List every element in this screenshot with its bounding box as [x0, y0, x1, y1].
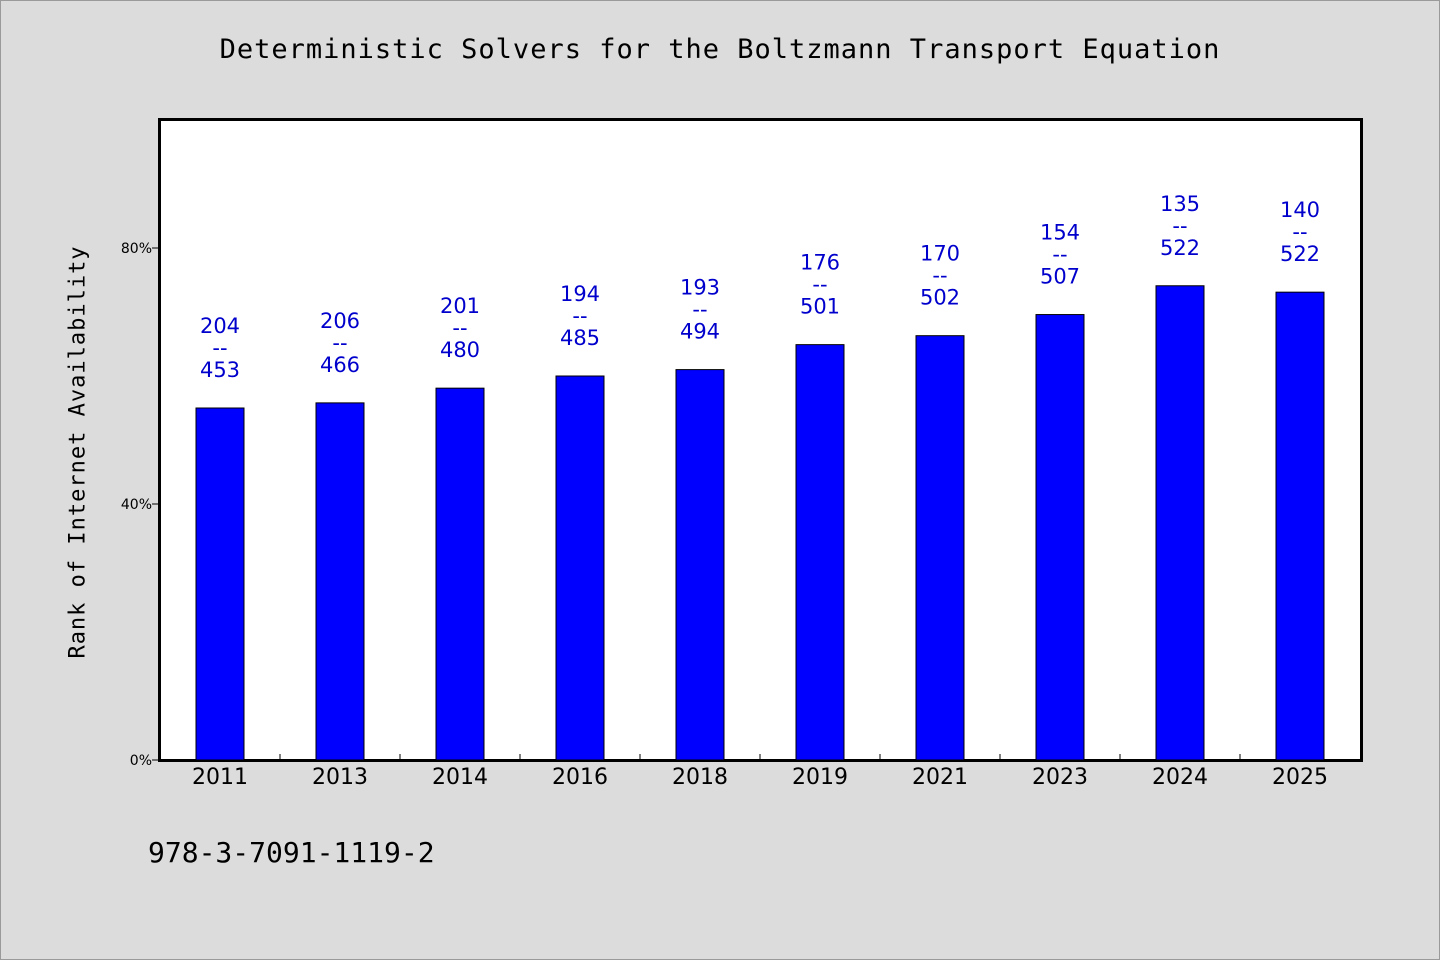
bar-2023 [1035, 314, 1085, 761]
data-label-sep-2024: -- [1172, 214, 1187, 238]
y-tick-label: 80% [121, 241, 152, 257]
data-label-bottom-2013: 466 [320, 353, 360, 377]
x-tick-label-2023: 2023 [1032, 765, 1088, 790]
isbn-footer: 978-3-7091-1119-2 [148, 836, 435, 869]
bars-layer [195, 285, 1325, 761]
data-label-sep-2023: -- [1052, 243, 1067, 267]
x-tick-label-2011: 2011 [192, 765, 248, 790]
data-label-sep-2019: -- [812, 273, 827, 297]
data-label-bottom-2025: 522 [1280, 242, 1320, 266]
data-label-sep-2021: -- [932, 264, 947, 288]
x-tick-label-2014: 2014 [432, 765, 488, 790]
x-tick-label-2013: 2013 [312, 765, 368, 790]
chart-title: Deterministic Solvers for the Boltzmann … [219, 34, 1221, 65]
bar-2014 [435, 387, 485, 761]
data-label-bottom-2021: 502 [920, 286, 960, 310]
data-label-top-2013: 206 [320, 309, 360, 333]
bar-2011 [195, 407, 245, 761]
bar-2021 [915, 335, 965, 761]
data-label-bottom-2018: 494 [680, 320, 720, 344]
data-label-top-2025: 140 [1280, 198, 1320, 222]
data-label-sep-2013: -- [332, 331, 347, 355]
data-label-sep-2011: -- [212, 336, 227, 360]
data-label-bottom-2023: 507 [1040, 265, 1080, 289]
x-tick-label-2019: 2019 [792, 765, 848, 790]
data-label-sep-2016: -- [572, 304, 587, 328]
data-label-top-2019: 176 [800, 251, 840, 275]
data-label-bottom-2019: 501 [800, 295, 840, 319]
x-tick-label-2016: 2016 [552, 765, 608, 790]
data-label-sep-2014: -- [452, 316, 467, 340]
x-tick-label-2025: 2025 [1272, 765, 1328, 790]
data-label-bottom-2011: 453 [200, 358, 240, 382]
x-tick-label-2024: 2024 [1152, 765, 1208, 790]
x-tick-label-2018: 2018 [672, 765, 728, 790]
data-label-top-2021: 170 [920, 242, 960, 266]
bar-2018 [675, 369, 725, 761]
data-label-top-2011: 204 [200, 314, 240, 338]
data-label-top-2014: 201 [440, 294, 480, 318]
data-label-top-2016: 194 [560, 282, 600, 306]
labels-layer: 204--453206--466201--480194--485193--494… [200, 192, 1320, 382]
bar-2016 [555, 375, 605, 761]
data-label-sep-2018: -- [692, 298, 707, 322]
axis-layer: 2011 2013 2014 2016 2018 2019 2021 2023 2024 2025… [121, 241, 1328, 790]
data-label-bottom-2016: 485 [560, 326, 600, 350]
bar-2019 [795, 344, 845, 761]
data-label-sep-2025: -- [1292, 220, 1307, 244]
data-label-top-2018: 193 [680, 276, 720, 300]
bar-2013 [315, 402, 365, 761]
y-tick-label: 0% [130, 753, 152, 769]
data-label-bottom-2014: 480 [440, 338, 480, 362]
bar-2025 [1275, 291, 1325, 761]
data-label-top-2023: 154 [1040, 221, 1080, 245]
data-label-top-2024: 135 [1160, 192, 1200, 216]
x-tick-label-2021: 2021 [912, 765, 968, 790]
y-tick-label: 40% [121, 497, 152, 513]
bar-2024 [1155, 285, 1205, 761]
data-label-bottom-2024: 522 [1160, 236, 1200, 260]
